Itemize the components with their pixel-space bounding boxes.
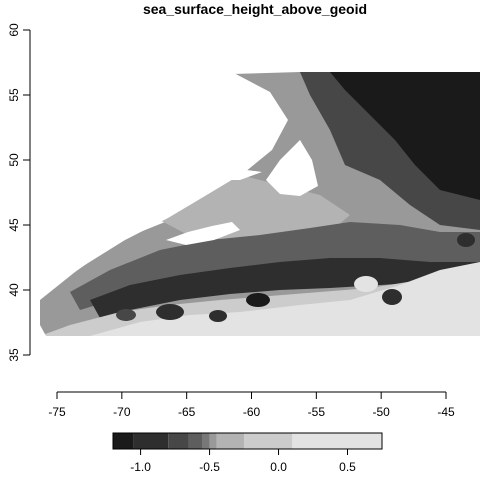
field-eddy (156, 304, 184, 320)
y-tick-label: 45 (7, 218, 21, 232)
x-tick-label: -75 (48, 405, 66, 419)
land-strip (200, 168, 262, 180)
y-tick-label: 40 (7, 283, 21, 297)
field-eddy (457, 233, 475, 247)
legend-tick-label: -1.0 (130, 460, 151, 474)
legend-swatch (202, 433, 210, 449)
y-axis: 35 40 45 50 55 60 (7, 23, 31, 362)
field-eddy (209, 310, 227, 322)
legend-swatch (209, 433, 217, 449)
x-tick-label: -65 (178, 405, 196, 419)
legend-swatch (133, 433, 169, 449)
field-eddy-warm (354, 276, 378, 292)
y-tick-label: 35 (7, 348, 21, 362)
legend-swatch (113, 433, 134, 449)
y-tick-label: 55 (7, 88, 21, 102)
chart-title: sea_surface_height_above_geoid (143, 1, 367, 17)
y-tick-label: 60 (7, 23, 21, 37)
legend-tick-label: -0.5 (199, 460, 220, 474)
land-mask (40, 72, 288, 292)
field-region-sargasso (90, 262, 480, 336)
x-tick-label: -55 (308, 405, 326, 419)
land-newfoundland (266, 140, 318, 196)
legend-swatch (216, 433, 245, 449)
x-axis: -75 -70 -65 -60 -55 -50 -45 (48, 391, 455, 419)
legend-swatch (292, 433, 382, 449)
legend-tick-label: 0.0 (270, 460, 287, 474)
legend-swatch (188, 433, 203, 449)
x-tick-label: -45 (437, 405, 455, 419)
x-tick-label: -50 (372, 405, 390, 419)
sea-surface-height-field (40, 72, 480, 336)
legend-frame (112, 432, 383, 450)
x-tick-label: -60 (243, 405, 261, 419)
land-nova-scotia (166, 222, 240, 245)
legend-swatch (168, 433, 189, 449)
x-tick-label: -70 (113, 405, 131, 419)
legend-tick-label: 0.5 (339, 460, 356, 474)
legend-swatch (244, 433, 293, 449)
field-eddy (116, 309, 136, 321)
field-region-gulf-stream-core (90, 258, 480, 318)
y-tick-label: 50 (7, 153, 21, 167)
field-eddy (382, 289, 402, 305)
field-region-labrador (330, 72, 480, 200)
color-legend: -1.0 -0.5 0.0 0.5 (112, 432, 383, 474)
land-south-no-data (40, 325, 46, 336)
field-eddy (246, 293, 270, 307)
